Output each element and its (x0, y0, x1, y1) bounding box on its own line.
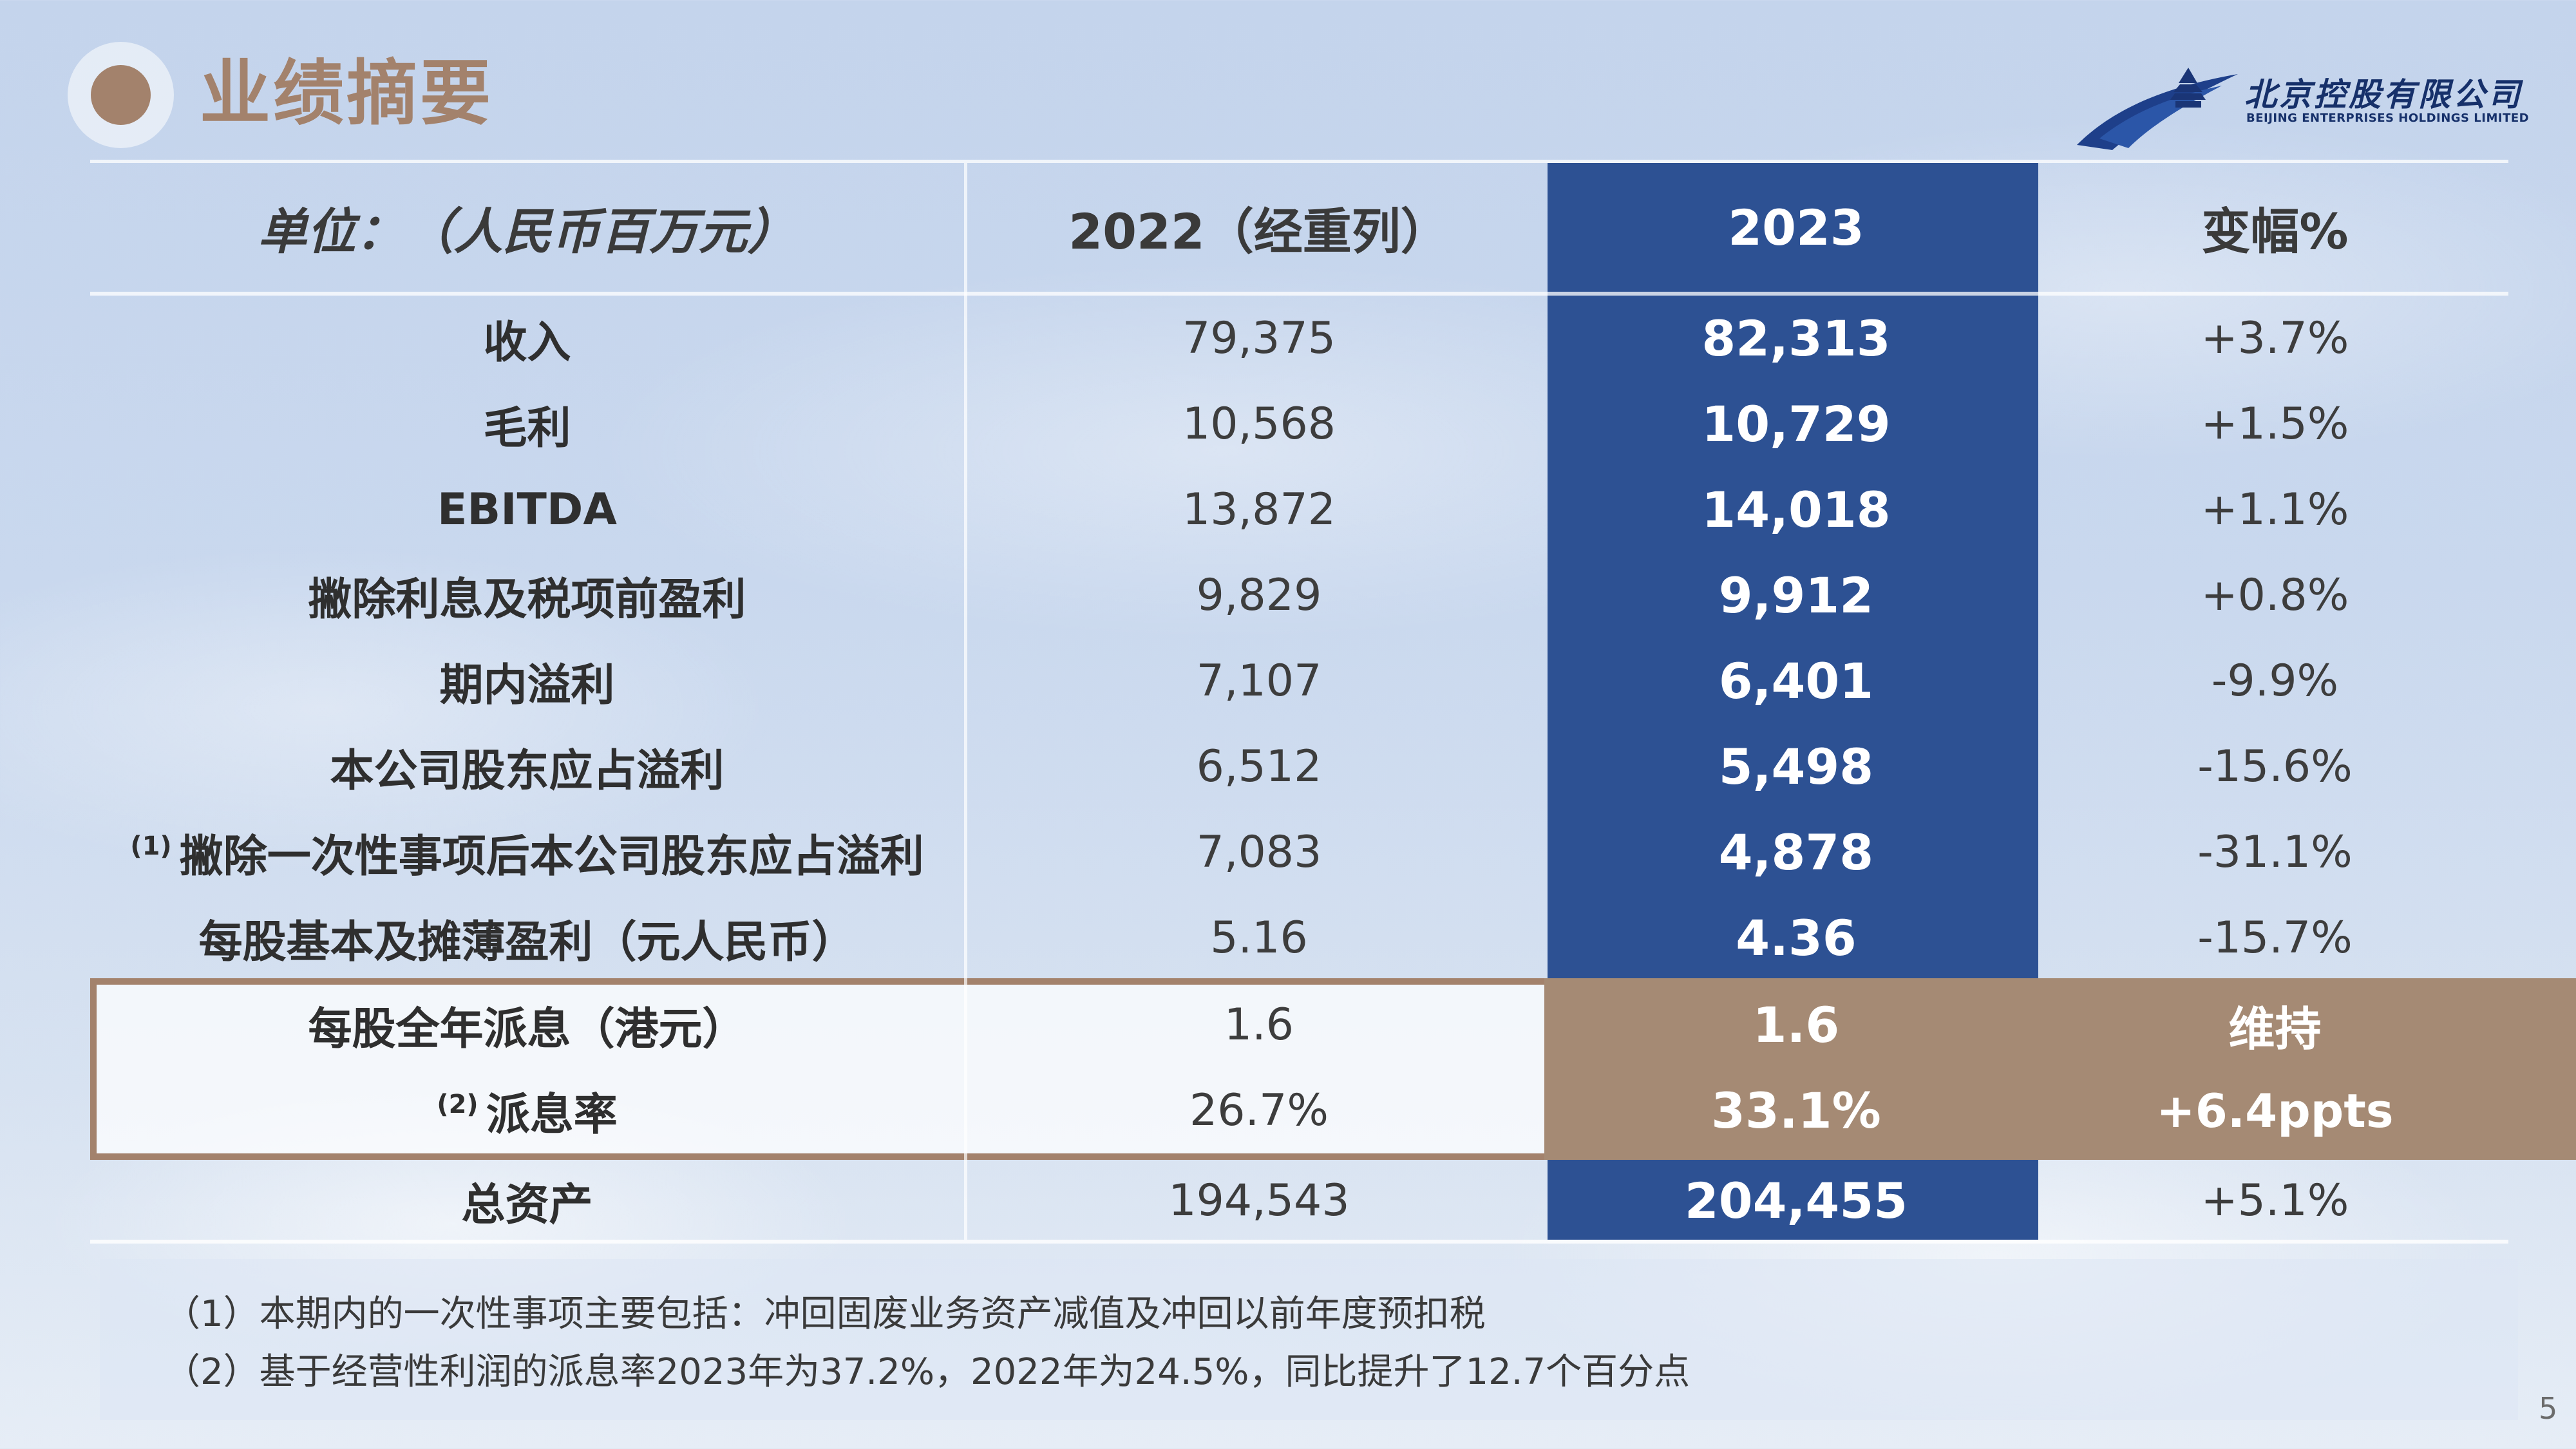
value-change: +5.1% (2201, 1175, 2349, 1226)
row-label: 每股基本及摊薄盈利（元人民币） (198, 917, 856, 968)
value-2022: 10,568 (1182, 399, 1336, 450)
value-2023: 4.36 (1736, 909, 1857, 967)
table-row: 毛利 10,568 10,729 +1.5% (90, 381, 2508, 467)
value-change: +1.1% (2201, 484, 2349, 535)
value-change: -9.9% (2211, 656, 2339, 706)
value-2022: 7,107 (1196, 656, 1322, 706)
column-divider (964, 163, 967, 1240)
row-label: 总资产 (461, 1180, 593, 1231)
table-row: 撇除利息及税项前盈利 9,829 9,912 +0.8% (90, 553, 2508, 638)
value-change: +3.7% (2201, 313, 2349, 364)
row-label: 撇除利息及税项前盈利 (308, 574, 746, 625)
value-change: -15.7% (2197, 913, 2353, 963)
value-2023: 5,498 (1718, 738, 1874, 795)
footnote-2: （2）基于经营性利润的派息率2023年为37.2%，2022年为24.5%，同比… (164, 1351, 1690, 1393)
value-2023: 1.6 (1752, 996, 1840, 1054)
table-row: EBITDA 13,872 14,018 +1.1% (90, 467, 2508, 553)
row-label: 期内溢利 (439, 660, 615, 711)
value-2023: 82,313 (1701, 310, 1891, 367)
value-2022: 26.7% (1189, 1085, 1329, 1136)
row-label: 本公司股东应占溢利 (330, 746, 724, 797)
header-change: 变幅% (2201, 203, 2349, 260)
value-change: -31.1% (2197, 827, 2353, 878)
value-2022: 79,375 (1182, 313, 1336, 364)
header-unit: 单位：（人民币百万元） (258, 203, 797, 260)
row-label: (1) 撇除一次性事项后本公司股东应占溢利 (130, 831, 924, 882)
table-row: (1) 撇除一次性事项后本公司股东应占溢利 7,083 4,878 -31.1% (90, 810, 2508, 895)
page-title: 业绩摘要 (200, 52, 493, 135)
footnotes-panel: （1）本期内的一次性事项主要包括：冲回固废业务资产减值及冲回以前年度预扣税 （2… (100, 1259, 2518, 1420)
table-row: 每股基本及摊薄盈利（元人民币） 5.16 4.36 -15.7% (90, 895, 2508, 981)
header-2023: 2023 (1728, 198, 1864, 256)
page-number: 5 (2539, 1391, 2558, 1426)
table-row: 收入 79,375 82,313 +3.7% (90, 296, 2508, 381)
value-change: +1.5% (2201, 399, 2349, 450)
title-bullet-icon (68, 42, 174, 148)
value-2022: 13,872 (1182, 484, 1336, 535)
header-divider (90, 160, 2508, 163)
dividend-highlight-fill (1544, 978, 2576, 1160)
row-label: EBITDA (437, 484, 618, 535)
row-label: 毛利 (483, 403, 571, 454)
company-logo: 北京控股有限公司 BEIJING ENTERPRISES HOLDINGS LI… (2074, 48, 2529, 151)
dividend-highlight-box (90, 978, 1549, 1160)
value-2023: 4,878 (1718, 824, 1874, 881)
value-2023: 10,729 (1701, 395, 1891, 453)
value-2022: 7,083 (1196, 827, 1322, 878)
header-2022: 2022（经重列） (1068, 203, 1450, 260)
table-row: 总资产 194,543 204,455 +5.1% (90, 1158, 2508, 1244)
table-header-row: 单位：（人民币百万元） 2022（经重列） 2023 变幅% (90, 163, 2508, 292)
value-change: -15.6% (2197, 741, 2353, 792)
value-2022: 5.16 (1210, 913, 1308, 963)
temple-of-heaven-logo-icon (2077, 68, 2238, 150)
value-2023: 33.1% (1711, 1082, 1881, 1139)
value-2023: 204,455 (1684, 1172, 1908, 1229)
value-2023: 6,401 (1718, 652, 1874, 710)
value-2022: 1.6 (1224, 999, 1294, 1050)
table-row: 本公司股东应占溢利 6,512 5,498 -15.6% (90, 724, 2508, 810)
value-change: +6.4ppts (2156, 1083, 2394, 1138)
row-label: (2) 派息率 (437, 1090, 618, 1141)
table-row-payout: (2) 派息率 26.7% 33.1% +6.4ppts (90, 1068, 2508, 1153)
table-row-dividend: 每股全年派息（港元） 1.6 1.6 维持 (90, 982, 2508, 1068)
footnote-marker: (1) (130, 831, 172, 861)
logo-name-en: BEIJING ENTERPRISES HOLDINGS LIMITED (2246, 111, 2530, 125)
value-2022: 194,543 (1168, 1175, 1350, 1226)
value-change: +0.8% (2201, 570, 2349, 621)
row-label: 每股全年派息（港元） (308, 1004, 746, 1055)
footnote-1: （1）本期内的一次性事项主要包括：冲回固废业务资产减值及冲回以前年度预扣税 (164, 1293, 1486, 1335)
header-separator (90, 292, 2508, 296)
row-label: 收入 (483, 317, 571, 368)
value-2023: 9,912 (1718, 567, 1874, 624)
value-2022: 6,512 (1196, 741, 1322, 792)
logo-name-cn: 北京控股有限公司 (2244, 75, 2523, 113)
value-change: 维持 (2228, 1002, 2322, 1056)
footnote-marker: (2) (437, 1090, 478, 1119)
table-row: 期内溢利 7,107 6,401 -9.9% (90, 638, 2508, 724)
table-bottom-rule (90, 1240, 2508, 1244)
value-2022: 9,829 (1196, 570, 1322, 621)
value-2023: 14,018 (1701, 481, 1891, 538)
